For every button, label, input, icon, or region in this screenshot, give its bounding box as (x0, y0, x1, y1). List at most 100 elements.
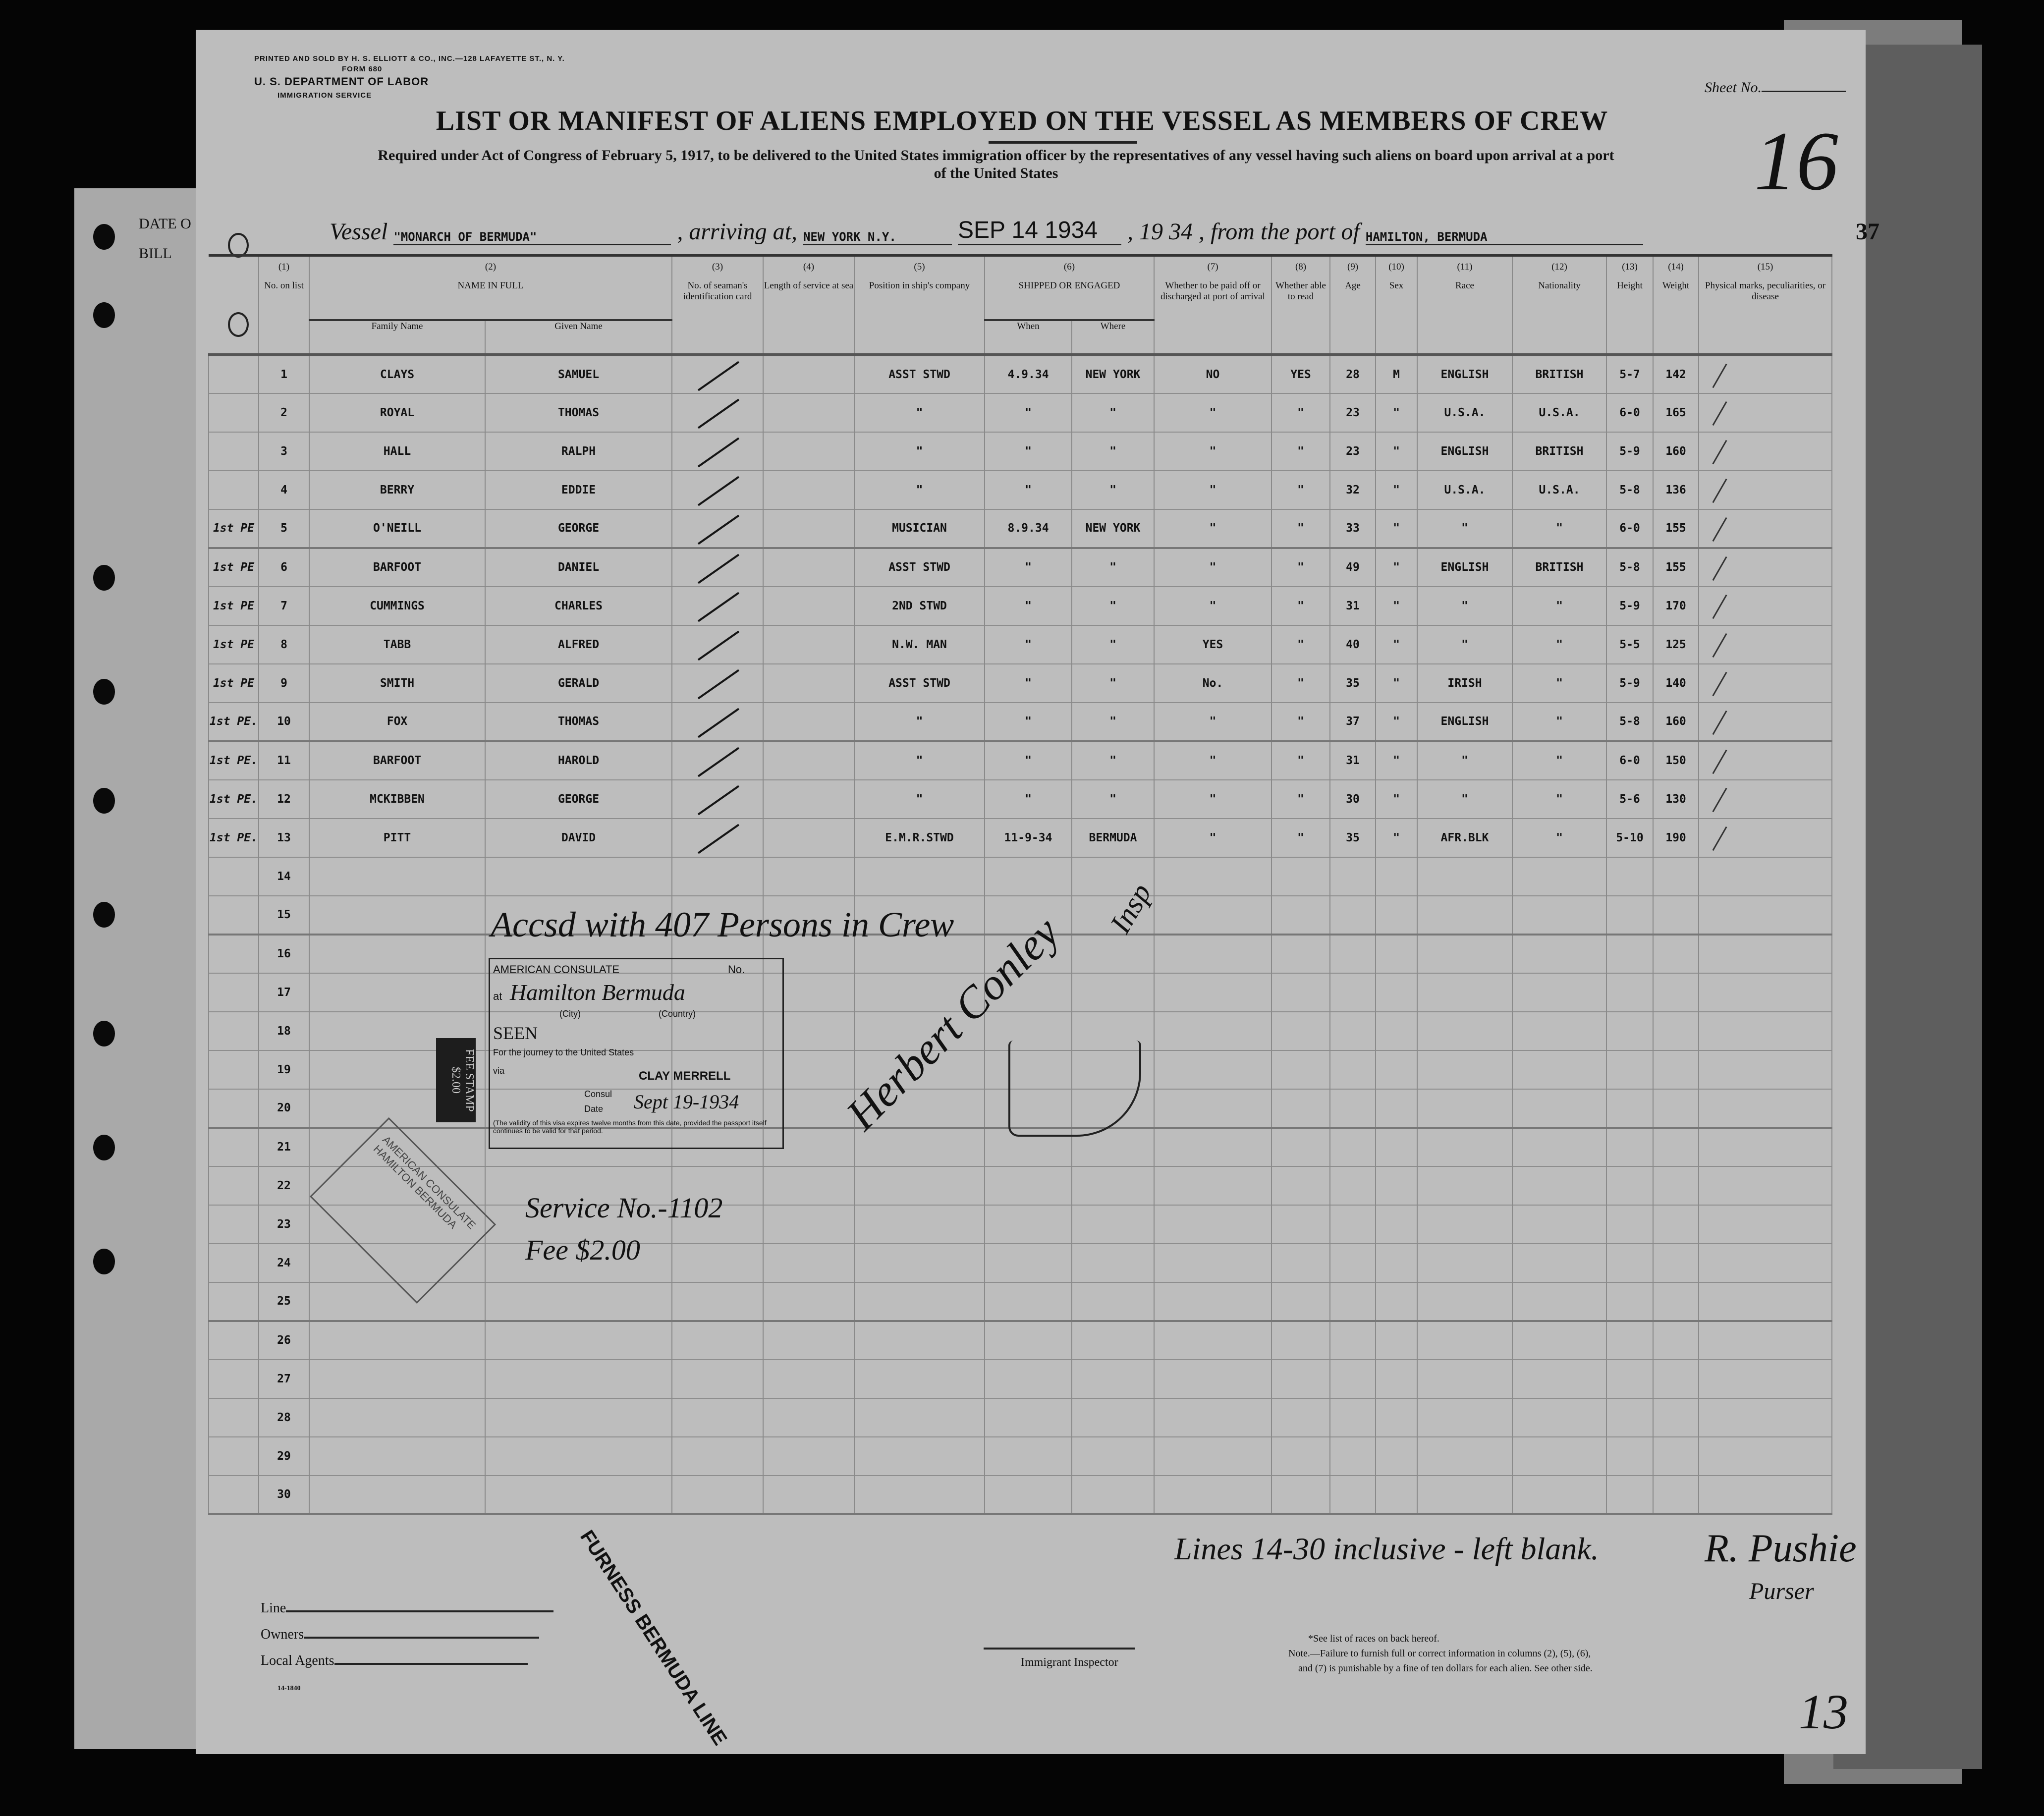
cell-nationality (1512, 1166, 1607, 1205)
cell-age: 31 (1329, 741, 1376, 780)
cell-service-length (763, 548, 854, 587)
cell-given-name: DAVID (485, 818, 672, 857)
cell-service-length (763, 1089, 854, 1128)
cell-height (1606, 934, 1654, 973)
cell-id-card (671, 1282, 763, 1321)
cell-id-card (671, 625, 763, 664)
cell-age (1329, 1205, 1376, 1244)
margin-note (208, 1205, 259, 1244)
cell-given-name (485, 1359, 672, 1398)
cell-physical-marks (1698, 1321, 1833, 1360)
stamp-date: Sept 19-1934 (634, 1091, 739, 1113)
header-sex: (10) Sex (1375, 255, 1418, 355)
margin-note: 1st PE. (208, 702, 259, 741)
cell-age: 23 (1329, 432, 1376, 471)
cell-shipped-where: NEW YORK (1071, 509, 1155, 548)
cell-position: " (854, 432, 985, 471)
cell-paid-off (1154, 1127, 1272, 1166)
cell-shipped-where: " (1071, 432, 1155, 471)
cell-sex (1375, 1436, 1418, 1476)
cell-weight (1653, 1398, 1699, 1437)
department: U. S. DEPARTMENT OF LABOR (254, 75, 429, 88)
cell-able-to-read (1271, 1205, 1330, 1244)
cell-family-name: BERRY (309, 470, 485, 509)
cell-shipped-when: 4.9.34 (984, 354, 1072, 393)
cell-family-name (309, 1321, 485, 1360)
margin-note (208, 1127, 259, 1166)
table-row: 1st PE 6 BARFOOT DANIEL ASST STWD " " " " 49 " ENGL… (208, 548, 1833, 587)
cell-given-name: THOMAS (485, 393, 672, 432)
row-number: 29 (258, 1436, 309, 1476)
id-card-tick-mark (697, 630, 740, 660)
cell-weight (1653, 895, 1699, 935)
cell-physical-marks (1698, 663, 1833, 703)
cell-height (1606, 1321, 1654, 1360)
cell-nationality (1512, 973, 1607, 1012)
arriving-port: NEW YORK N.Y. (803, 230, 952, 245)
stamp-seen: SEEN (493, 1023, 538, 1043)
cell-shipped-when: " (984, 663, 1072, 703)
cell-physical-marks (1698, 857, 1833, 896)
cell-service-length (763, 1398, 854, 1437)
row-number: 13 (258, 818, 309, 857)
cell-position: MUSICIAN (854, 509, 985, 548)
cell-id-card (671, 702, 763, 741)
cell-position (854, 1243, 985, 1282)
from-port-label: , from the port of (1198, 219, 1360, 245)
row-number: 18 (258, 1011, 309, 1050)
cell-sex: " (1375, 548, 1418, 587)
cell-physical-marks (1698, 1050, 1833, 1089)
header-family-name: Family Name (309, 319, 485, 355)
cell-race (1417, 1282, 1513, 1321)
cell-given-name (485, 973, 672, 1012)
cell-id-card (671, 1321, 763, 1360)
cell-race (1417, 1359, 1513, 1398)
header-height: (13) Height (1606, 255, 1654, 355)
cell-nationality: " (1512, 509, 1607, 548)
cell-able-to-read (1271, 1127, 1330, 1166)
cell-height (1606, 1011, 1654, 1050)
id-card-tick-mark (697, 476, 740, 506)
left-underlying-sheet (74, 188, 203, 1749)
table-row: 29 (208, 1436, 1833, 1476)
cell-service-length (763, 702, 854, 741)
cell-height (1606, 1166, 1654, 1205)
binder-hole (93, 902, 115, 928)
cell-physical-marks (1698, 973, 1833, 1012)
header-nationality: (12) Nationality (1512, 255, 1607, 355)
table-row: 1st PE 5 O'NEILL GEORGE MUSICIAN 8.9.34 NEW YO… (208, 509, 1833, 548)
cell-nationality: " (1512, 625, 1607, 664)
cell-able-to-read: " (1271, 470, 1330, 509)
table-row: 25 (208, 1282, 1833, 1321)
cell-age (1329, 1243, 1376, 1282)
cell-weight: 160 (1653, 432, 1699, 471)
binder-hole (93, 1249, 115, 1274)
stamp-city-label: (City) (559, 1009, 581, 1019)
cell-paid-off (1154, 857, 1272, 896)
table-row: 1st PE. 11 BARFOOT HAROLD " " " " " 31 " " " 6-0 150 (208, 741, 1833, 780)
cell-family-name (309, 1127, 485, 1166)
binder-hole (93, 302, 115, 328)
check-mark-icon (1712, 749, 1727, 774)
cell-given-name (485, 1398, 672, 1437)
cell-position: " (854, 779, 985, 819)
cell-shipped-where (1071, 1282, 1155, 1321)
cell-race (1417, 1166, 1513, 1205)
cell-id-card (671, 1166, 763, 1205)
cell-sex: " (1375, 663, 1418, 703)
cell-sex: " (1375, 818, 1418, 857)
table-row: 1st PE. 13 PITT DAVID E.M.R.STWD 11-9-34 BERMU… (208, 818, 1833, 857)
cell-physical-marks (1698, 1282, 1833, 1321)
cell-race (1417, 1127, 1513, 1166)
cell-position: ASST STWD (854, 548, 985, 587)
cell-paid-off: " (1154, 548, 1272, 587)
cell-shipped-where (1071, 1243, 1155, 1282)
subtitle-line-2: of the United States (934, 165, 1058, 181)
cell-shipped-when: " (984, 702, 1072, 741)
margin-note: 1st PE. (208, 741, 259, 780)
cell-shipped-when (984, 857, 1072, 896)
cell-weight (1653, 1205, 1699, 1244)
cell-race: ENGLISH (1417, 548, 1513, 587)
cell-height (1606, 1243, 1654, 1282)
cell-height (1606, 1398, 1654, 1437)
